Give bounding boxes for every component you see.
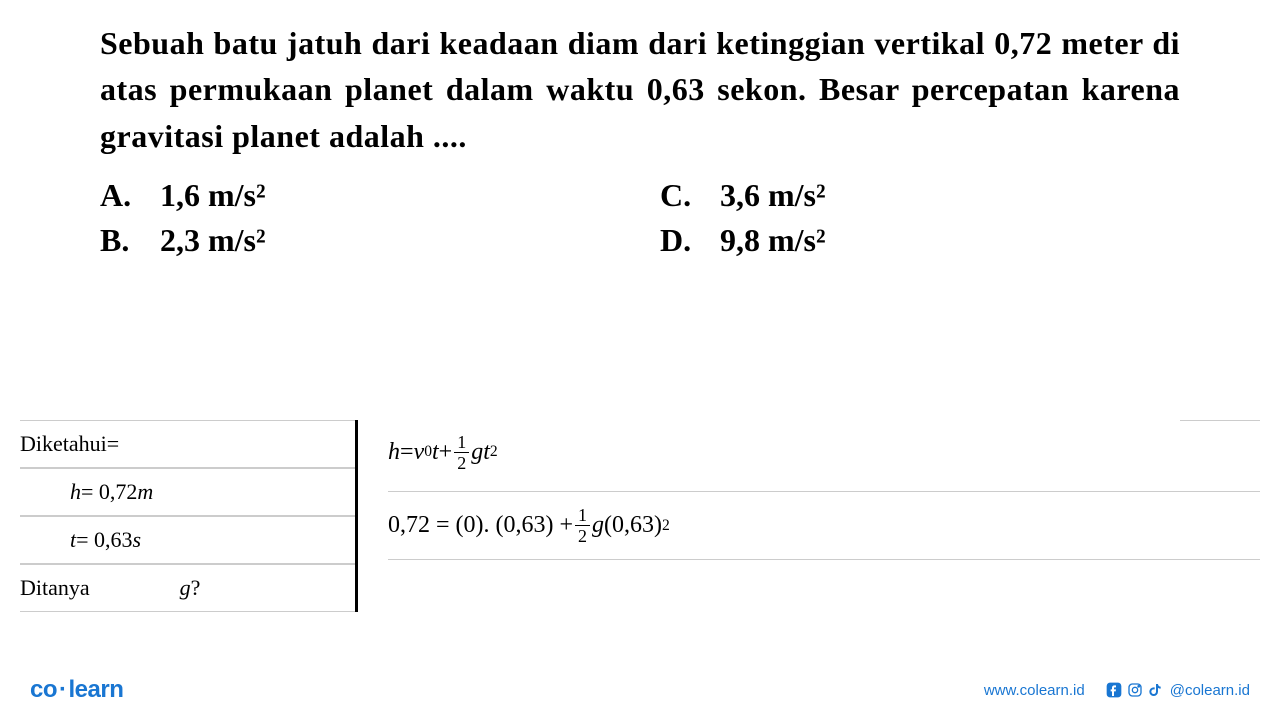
website-link[interactable]: www.colearn.id <box>984 682 1085 699</box>
eq1-v: v <box>414 439 425 466</box>
solution-area: Diketahui= h = 0,72 m t = 0,63 s Ditanya… <box>20 420 1260 612</box>
t-row: t = 0,63 s <box>20 516 355 564</box>
options-grid: A. 1,6 m/s² C. 3,6 m/s² B. 2,3 m/s² D. 9… <box>100 177 1180 259</box>
h-row: h = 0,72 m <box>20 468 355 516</box>
option-d: D. 9,8 m/s² <box>660 222 1180 259</box>
footer-right: www.colearn.id @colearn.id <box>984 681 1250 699</box>
eq2-frac-den: 2 <box>575 526 590 545</box>
equation-1: h = v0 t + 1 2 gt2 <box>388 420 1260 492</box>
h-var: h <box>70 479 81 505</box>
option-b-letter: B. <box>100 222 160 259</box>
logo-co: co <box>30 676 57 703</box>
eq1-h: h <box>388 439 400 466</box>
footer: co·learn www.colearn.id @colearn.id <box>0 660 1280 720</box>
eq1-plus: + <box>439 439 453 466</box>
ditanya-row: Ditanya g ? <box>20 564 355 612</box>
instagram-icon[interactable] <box>1126 681 1144 699</box>
t-eq: = 0,63 <box>76 527 132 553</box>
option-c: C. 3,6 m/s² <box>660 177 1180 214</box>
option-c-value: 3,6 m/s² <box>720 177 826 214</box>
eq2-fraction: 1 2 <box>575 506 590 545</box>
equation-2: 0,72 = (0). (0,63) + 1 2 g (0,63) 2 <box>388 492 1260 560</box>
eq1-eq: = <box>400 439 414 466</box>
t-unit: s <box>133 527 142 553</box>
eq2-left: 0,72 = (0). (0,63) + <box>388 512 573 539</box>
eq1-t2: t <box>483 439 490 466</box>
eq1-frac-num: 1 <box>454 433 469 453</box>
social-block: @colearn.id <box>1105 681 1250 699</box>
logo-dot-icon: · <box>59 676 67 703</box>
tiktok-icon[interactable] <box>1147 681 1165 699</box>
ditanya-var: g <box>180 575 191 601</box>
social-icons <box>1105 681 1165 699</box>
question-text: Sebuah batu jatuh dari keadaan diam dari… <box>100 20 1180 159</box>
ditanya-q: ? <box>191 575 201 601</box>
eq2-g: g <box>592 512 604 539</box>
option-c-letter: C. <box>660 177 720 214</box>
option-d-value: 9,8 m/s² <box>720 222 826 259</box>
option-d-letter: D. <box>660 222 720 259</box>
eq1-frac-den: 2 <box>454 453 469 472</box>
diketahui-label: Diketahui= <box>20 431 119 457</box>
social-handle: @colearn.id <box>1170 682 1250 699</box>
diketahui-row: Diketahui= <box>20 420 355 468</box>
option-a-letter: A. <box>100 177 160 214</box>
logo-learn: learn <box>69 676 124 703</box>
ditanya-label: Ditanya <box>20 575 90 601</box>
h-eq: = 0,72 <box>81 479 137 505</box>
solution-given: Diketahui= h = 0,72 m t = 0,63 s Ditanya… <box>20 420 355 612</box>
eq2-frac-num: 1 <box>575 506 590 526</box>
option-a-value: 1,6 m/s² <box>160 177 266 214</box>
solution-work: h = v0 t + 1 2 gt2 0,72 = (0). (0,63) + … <box>355 420 1260 612</box>
facebook-icon[interactable] <box>1105 681 1123 699</box>
eq1-fraction: 1 2 <box>454 433 469 472</box>
option-b-value: 2,3 m/s² <box>160 222 266 259</box>
eq1-g: g <box>471 439 483 466</box>
eq1-t: t <box>432 439 439 466</box>
h-unit: m <box>137 479 153 505</box>
eq2-paren: (0,63) <box>604 512 662 539</box>
option-b: B. 2,3 m/s² <box>100 222 620 259</box>
option-a: A. 1,6 m/s² <box>100 177 620 214</box>
logo: co·learn <box>30 676 123 704</box>
